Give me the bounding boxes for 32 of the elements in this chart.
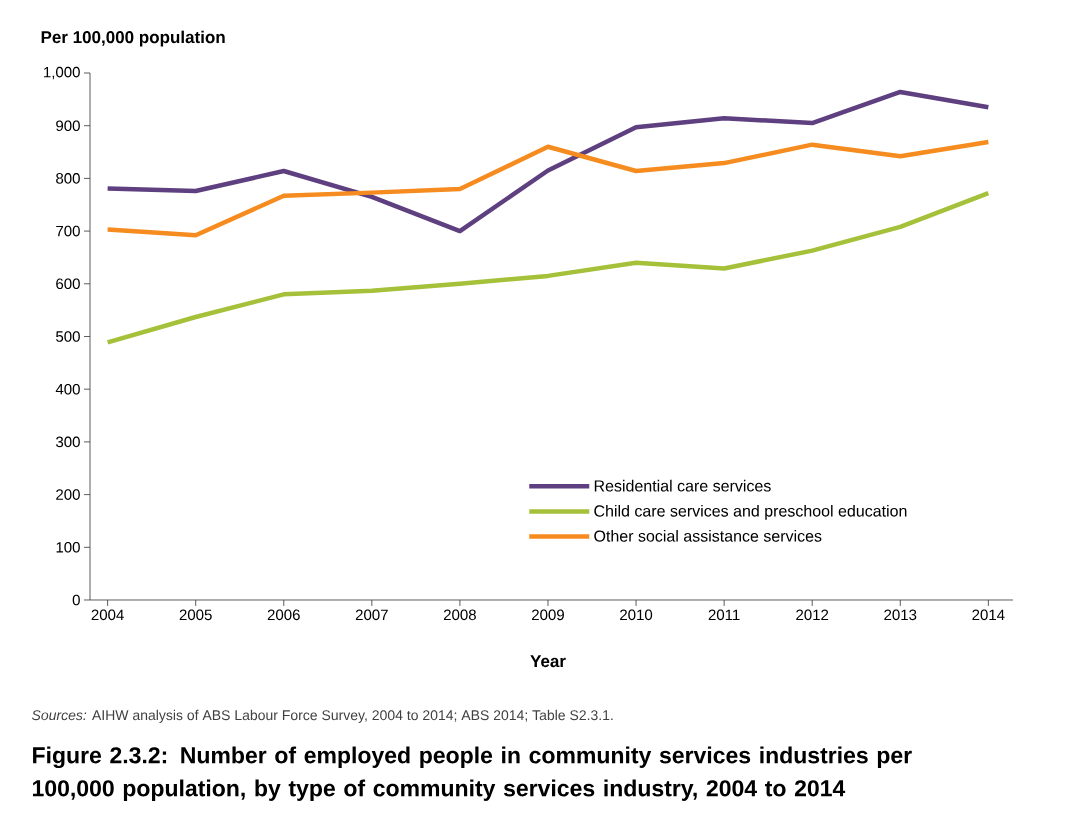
y-tick-label: 300 (56, 436, 80, 448)
y-tick-label: 600 (56, 278, 80, 290)
x-tick-label: 2005 (179, 609, 212, 621)
y-tick-label: 0 (72, 594, 80, 606)
y-tick-label: 100 (56, 541, 80, 553)
x-tick-label: 2013 (884, 609, 917, 621)
text: Sources: AIHW analysis of ABS Labour Force Survey, 2004 to 2014; ABS 2014; Table S2.3.1. (31, 709, 613, 723)
line-series (105, 139, 991, 238)
y-tick-label: 1,000 (44, 66, 80, 80)
x-tick-label: 2006 (267, 609, 300, 621)
x-tick-label: 2007 (355, 609, 388, 621)
x-tick-label: 2009 (532, 609, 564, 621)
y-tick-label: 500 (56, 331, 80, 342)
x-tick-label: 2010 (620, 609, 653, 621)
y-axis-title: Per 100,000 population (41, 30, 225, 47)
legend-label: Child care services and preschool education (594, 504, 907, 520)
x-tick-label: 2008 (443, 609, 476, 621)
legend-label: Other social assistance services (594, 530, 822, 542)
line-series (105, 190, 991, 345)
y-tick-label: 200 (56, 489, 80, 500)
x-tick-label: 2014 (972, 609, 1005, 621)
x-tick-label: 2011 (708, 609, 740, 621)
x-axis-title: Year (530, 655, 566, 668)
line-series (105, 89, 991, 234)
x-tick-label: 2004 (91, 609, 124, 621)
legend-label: Residential care services (594, 479, 771, 492)
x-tick-label: 2012 (796, 609, 829, 621)
y-tick-label: 800 (56, 173, 80, 184)
y-tick-label: 700 (56, 225, 80, 237)
text: Figure 2.3.2: Number of employed people in community services industries per 100,000 population, by type of community services industry, 2004 to 2014 (32, 746, 912, 801)
y-tick-label: 400 (55, 383, 80, 395)
y-tick-label: 900 (56, 120, 80, 131)
